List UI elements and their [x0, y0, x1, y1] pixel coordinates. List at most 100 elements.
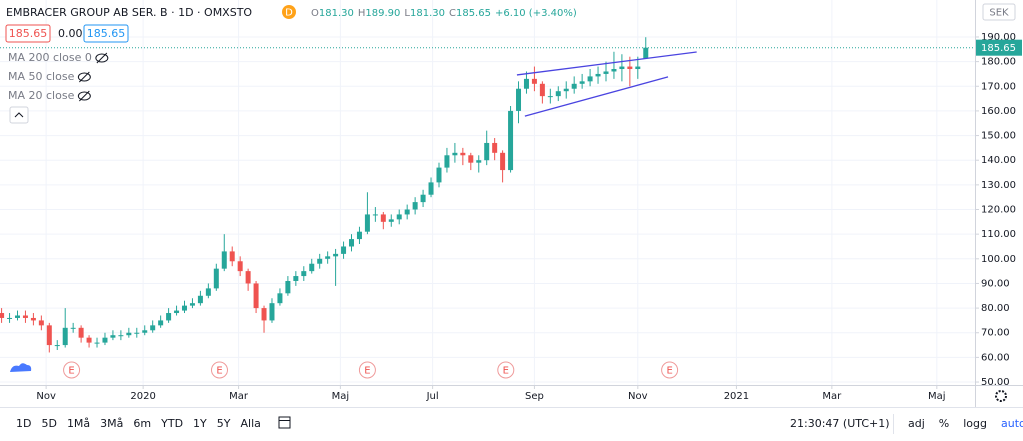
candle-body: [635, 66, 641, 70]
candle-body: [46, 325, 52, 346]
date-range-icon[interactable]: [278, 416, 291, 429]
candle-body: [229, 251, 235, 262]
candle-body: [189, 303, 195, 306]
legend: EMBRACER GROUP AB SER. B · 1D · OMXSTO D…: [5, 5, 577, 124]
y-tick-label: 80.00: [981, 303, 1010, 314]
scale-option[interactable]: adj: [908, 417, 925, 430]
candle-body: [563, 88, 569, 92]
y-tick-label: 70.00: [981, 328, 1010, 339]
indicator-label[interactable]: MA 50 close: [8, 70, 75, 83]
x-tick-label: Nov: [36, 391, 56, 402]
x-tick-label: Mar: [229, 391, 249, 402]
candle-body: [94, 342, 100, 344]
candle-body: [484, 142, 490, 161]
indicator-label[interactable]: MA 200 close 0: [8, 51, 92, 64]
spread-value: 0.00: [58, 27, 83, 40]
cloud-icon[interactable]: [10, 363, 32, 372]
y-tick-label: 190.00: [981, 32, 1016, 43]
hidden-eye-icon[interactable]: [77, 72, 91, 82]
candle-body: [333, 253, 339, 257]
timeframe-button[interactable]: Alla: [240, 417, 260, 430]
scale-option[interactable]: logg: [963, 417, 987, 430]
hidden-eye-icon[interactable]: [95, 53, 109, 63]
trend-line[interactable]: [516, 51, 697, 76]
candle-body: [539, 83, 545, 97]
y-tick-label: 120.00: [981, 205, 1016, 216]
indicator-label[interactable]: MA 20 close: [8, 89, 75, 102]
candle-body: [643, 47, 649, 59]
timeframe-button[interactable]: 5D: [41, 417, 56, 430]
candle-body: [460, 152, 466, 156]
currency-label: SEK: [989, 8, 1009, 19]
earnings-label: E: [364, 366, 370, 377]
earnings-label: E: [666, 366, 672, 377]
hidden-eye-icon[interactable]: [77, 91, 91, 101]
earnings-marker[interactable]: [661, 361, 679, 379]
candle-body: [22, 315, 28, 318]
earnings-label: E: [503, 366, 509, 377]
candle-body: [444, 155, 450, 168]
ohlc-value: 185.65: [456, 8, 491, 19]
candle-body: [54, 345, 60, 347]
candle-body: [595, 73, 601, 77]
collapse-button[interactable]: [9, 106, 29, 124]
collapse-icon: [14, 112, 24, 118]
earnings-marker[interactable]: [497, 361, 515, 379]
candle-body: [356, 231, 362, 240]
candle-body: [102, 337, 108, 343]
timeframe-button[interactable]: YTD: [160, 417, 183, 430]
candle-body: [150, 325, 156, 331]
candle-body: [221, 251, 227, 269]
x-tick-label: 2021: [724, 391, 749, 402]
candle-body: [118, 335, 124, 337]
y-tick-label: 150.00: [981, 131, 1016, 142]
candle-body: [205, 288, 211, 296]
x-tick-label: Jul: [426, 391, 439, 402]
candle-body: [364, 214, 370, 232]
settings-icon[interactable]: [995, 390, 1007, 402]
ask-value: 185.65: [87, 27, 126, 40]
earnings-marker[interactable]: [358, 361, 376, 379]
timeframe-button[interactable]: 1Må: [67, 417, 90, 430]
candle-body: [158, 320, 164, 326]
bid-box[interactable]: [5, 24, 51, 43]
timeframe-button[interactable]: 5Y: [217, 417, 231, 430]
candle-body: [396, 214, 402, 220]
candle-body: [245, 271, 251, 284]
ohlc-change: +6.10 (+3.40%): [495, 8, 577, 19]
gear: [995, 390, 1007, 402]
candle-body: [380, 214, 386, 222]
scale-option[interactable]: auto: [1001, 417, 1023, 430]
timeframe-button[interactable]: 6m: [133, 417, 151, 430]
candle-body: [436, 167, 442, 183]
x-tick-label: 2020: [130, 391, 155, 402]
y-tick-label: 160.00: [981, 106, 1016, 117]
currency-box[interactable]: [982, 3, 1016, 21]
exchange-badge: [282, 5, 296, 19]
exchange-badge-label: D: [285, 8, 293, 19]
y-tick-label: 50.00: [981, 377, 1010, 388]
candle-body: [619, 66, 625, 70]
candle-body: [412, 202, 418, 210]
trend-line[interactable]: [524, 76, 669, 117]
earnings-label: E: [68, 366, 74, 377]
candle-body: [30, 317, 36, 321]
candle-body: [452, 152, 458, 156]
timeframe-button[interactable]: 3Må: [100, 417, 123, 430]
candle-body: [142, 330, 148, 333]
y-tick-label: 90.00: [981, 278, 1010, 289]
scale-option[interactable]: %: [939, 417, 949, 430]
ask-box[interactable]: [83, 24, 129, 43]
y-tick-label: 130.00: [981, 180, 1016, 191]
candle-body: [428, 182, 434, 195]
earnings-marker[interactable]: [63, 361, 81, 379]
candle-body: [293, 276, 299, 281]
earnings-marker[interactable]: [210, 361, 228, 379]
last-price-label: 185.65: [981, 43, 1016, 54]
last-price-tag: [976, 39, 1022, 56]
timeframe-button[interactable]: 1Y: [193, 417, 207, 430]
y-tick-label: 100.00: [981, 254, 1016, 265]
x-tick-label: Nov: [628, 391, 648, 402]
timeframe-button[interactable]: 1D: [16, 417, 31, 430]
